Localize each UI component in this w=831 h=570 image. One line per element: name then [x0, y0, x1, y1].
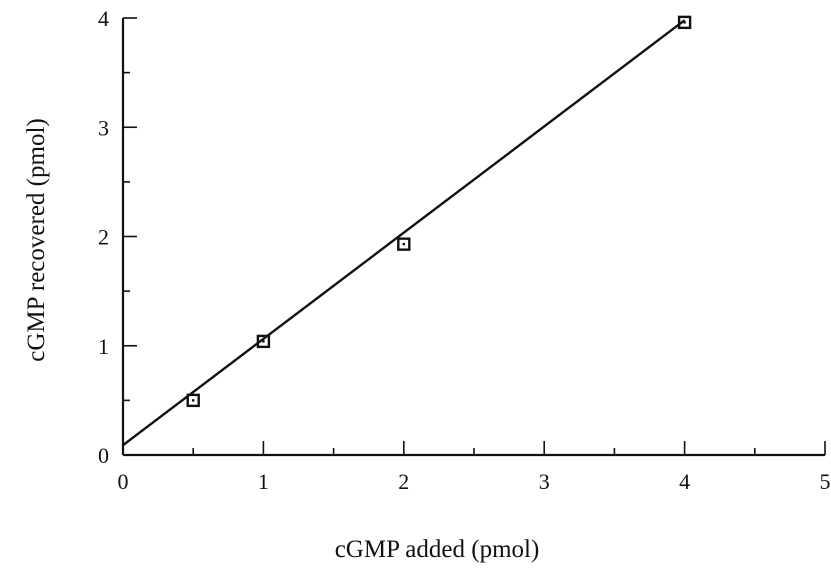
data-point-center	[192, 399, 195, 402]
x-tick-label: 0	[118, 469, 129, 494]
x-tick-label: 2	[398, 469, 409, 494]
x-tick-label: 3	[539, 469, 550, 494]
x-axis-title: cGMP added (pmol)	[335, 536, 540, 563]
data-point	[677, 15, 692, 30]
y-tick-label: 0	[98, 443, 109, 468]
y-axis-title: cGMP recovered (pmol)	[23, 118, 50, 361]
x-tick-label: 1	[258, 469, 269, 494]
y-tick-label: 2	[98, 225, 109, 250]
x-tick-label: 5	[820, 469, 831, 494]
data-point-marker	[256, 334, 271, 349]
y-tick-label: 1	[98, 334, 109, 359]
fit-line	[122, 19, 686, 447]
y-tick-label: 4	[98, 6, 109, 31]
ticks-layer: 0 1 2 3 4 5 0 1 2 3 4	[98, 6, 831, 494]
y-tick-label: 3	[98, 115, 109, 140]
data-point-marker	[186, 393, 200, 408]
data-point-center	[683, 21, 686, 24]
data-point	[186, 393, 200, 408]
data-point-marker	[397, 237, 411, 251]
data-point	[397, 237, 411, 251]
data-point-marker	[677, 15, 692, 30]
x-tick-label: 4	[679, 469, 690, 494]
data-point	[256, 334, 271, 349]
data-point-center	[262, 340, 265, 343]
data-point-center	[402, 242, 405, 246]
points-layer	[186, 15, 692, 408]
